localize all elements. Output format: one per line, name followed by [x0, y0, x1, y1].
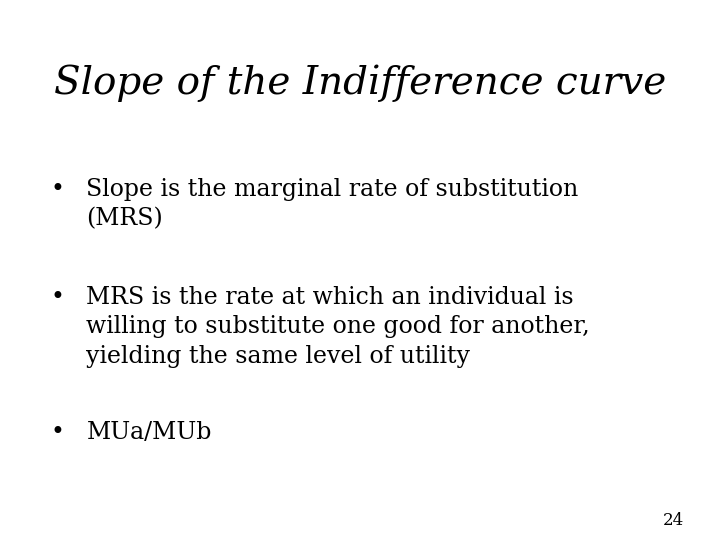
- Text: 24: 24: [662, 512, 684, 529]
- Text: Slope is the marginal rate of substitution
(MRS): Slope is the marginal rate of substituti…: [86, 178, 579, 231]
- Text: •: •: [50, 421, 64, 444]
- Text: Slope of the Indifference curve: Slope of the Indifference curve: [54, 65, 666, 102]
- Text: MRS is the rate at which an individual is
willing to substitute one good for ano: MRS is the rate at which an individual i…: [86, 286, 590, 368]
- Text: •: •: [50, 286, 64, 309]
- Text: •: •: [50, 178, 64, 201]
- Text: MUa/MUb: MUa/MUb: [86, 421, 212, 444]
